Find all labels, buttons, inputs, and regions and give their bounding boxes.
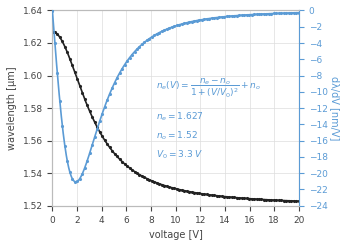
X-axis label: voltage [V]: voltage [V] — [149, 230, 203, 240]
Y-axis label: dλ/dV [nm/V]: dλ/dV [nm/V] — [330, 76, 340, 140]
Text: $n_e = 1.627$
$n_o = 1.52$
$V_0 = 3.3\ V$: $n_e = 1.627$ $n_o = 1.52$ $V_0 = 3.3\ V… — [156, 110, 204, 161]
Y-axis label: wavelength [μm]: wavelength [μm] — [7, 66, 17, 150]
Text: $n_e(V) = \dfrac{n_e - n_o}{1 + (V/V_0)^2} + n_o$: $n_e(V) = \dfrac{n_e - n_o}{1 + (V/V_0)^… — [156, 77, 261, 100]
